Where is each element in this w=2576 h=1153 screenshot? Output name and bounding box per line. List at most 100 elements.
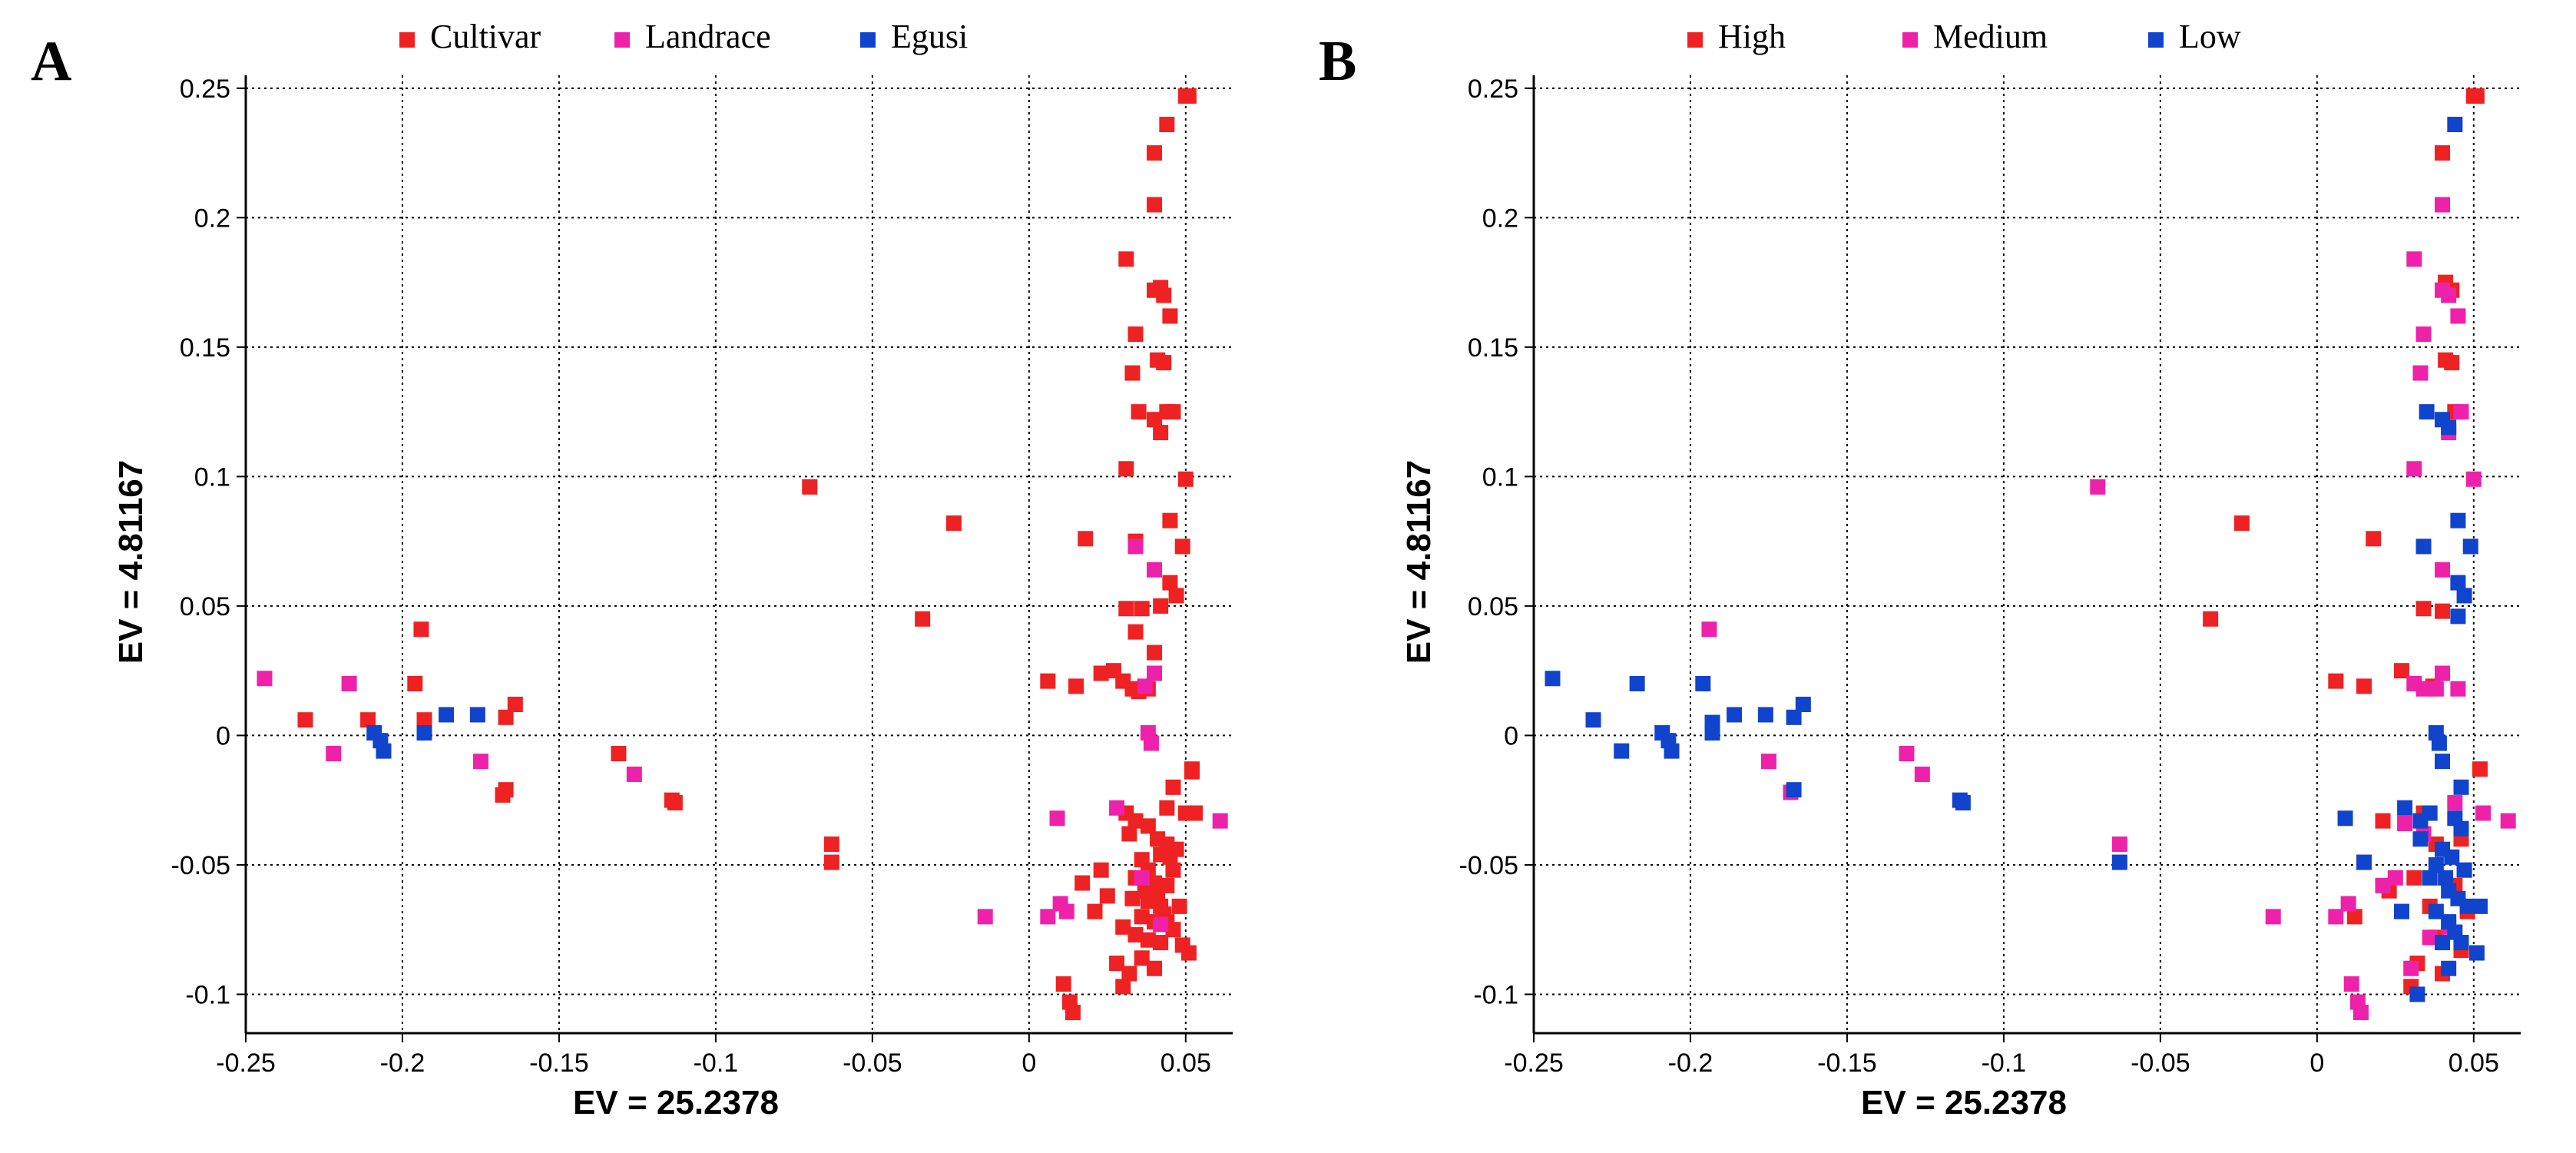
data-point <box>2393 663 2409 679</box>
data-point <box>1118 601 1134 617</box>
data-point <box>945 515 962 532</box>
x-axis-title: EV = 25.2378 <box>1861 1084 2067 1122</box>
x-tick-label: 0 <box>2309 1049 2324 1078</box>
data-point <box>2203 611 2219 627</box>
data-point <box>2356 854 2372 870</box>
data-point <box>2472 761 2488 777</box>
data-point <box>1093 862 1109 878</box>
data-point <box>2456 588 2472 604</box>
data-point <box>1585 712 1601 728</box>
y-tick-label: 0 <box>1504 721 1518 750</box>
data-point <box>1109 800 1125 816</box>
data-point <box>2340 896 2356 912</box>
data-point <box>2435 754 2451 770</box>
data-point <box>1118 251 1134 267</box>
data-point <box>667 795 683 811</box>
data-point <box>1124 890 1141 906</box>
data-point <box>2459 898 2475 914</box>
data-point <box>2419 404 2435 420</box>
data-point <box>2111 836 2127 852</box>
data-point <box>1074 875 1091 891</box>
data-point <box>2468 945 2485 961</box>
data-point <box>2111 854 2127 870</box>
data-point <box>2387 870 2403 886</box>
data-point <box>1955 795 1971 811</box>
x-tick-label: -0.2 <box>1668 1049 1713 1078</box>
data-point <box>2450 575 2466 591</box>
data-point <box>1040 673 1056 689</box>
data-point <box>2328 909 2344 925</box>
y-tick-label: 0.05 <box>1468 592 1518 621</box>
data-point <box>1695 676 1711 692</box>
y-tick-label: 0.1 <box>1482 462 1518 492</box>
data-point <box>2444 355 2460 371</box>
data-point <box>416 725 432 741</box>
data-point <box>1786 709 1802 725</box>
data-point <box>2353 1005 2369 1021</box>
data-point <box>2328 673 2344 689</box>
data-point <box>2462 538 2478 555</box>
data-point <box>1156 355 1172 371</box>
data-point <box>2393 903 2409 919</box>
y-tick-label: 0 <box>216 721 230 750</box>
data-point <box>1118 461 1134 477</box>
data-point <box>439 707 455 723</box>
data-point <box>1131 404 1147 420</box>
legend-swatch <box>860 32 876 48</box>
data-point <box>1127 624 1144 640</box>
data-point <box>2428 903 2444 919</box>
data-point <box>1212 813 1228 829</box>
data-point <box>2412 365 2429 381</box>
data-point <box>376 743 392 759</box>
data-point <box>2435 145 2451 161</box>
x-tick-label: 0.05 <box>2449 1049 2499 1078</box>
y-tick-label: 0.2 <box>194 204 230 233</box>
data-point <box>2090 479 2106 495</box>
data-point <box>1162 575 1178 591</box>
data-point <box>2456 862 2472 878</box>
x-tick-label: -0.15 <box>1817 1049 1877 1078</box>
data-point <box>360 712 376 728</box>
data-point <box>2468 88 2485 104</box>
legend-swatch <box>1902 32 1918 48</box>
scatter-chart-b: -0.25 -0.2 -0.15 -0.1 -0.05 0 0.05 0.25 0.2 0.15 0… <box>1400 18 2521 1122</box>
data-point <box>1147 197 1163 213</box>
data-point <box>326 746 342 762</box>
data-point <box>1187 805 1204 821</box>
data-point <box>1134 870 1150 886</box>
legend-label: Egusi <box>891 18 968 55</box>
data-point <box>1137 883 1153 899</box>
data-point <box>1052 896 1068 912</box>
data-point <box>1093 665 1109 681</box>
data-point <box>2406 461 2422 477</box>
data-point <box>2453 779 2469 795</box>
y-axis-title: EV = 4.81167 <box>112 460 150 664</box>
data-point <box>507 696 523 712</box>
data-point <box>1156 287 1172 303</box>
data-point <box>1068 678 1084 694</box>
data-point <box>1134 950 1150 966</box>
data-point <box>1121 966 1137 982</box>
data-point <box>823 854 839 870</box>
data-point <box>413 621 429 638</box>
data-point <box>1545 671 1561 687</box>
data-point <box>2346 909 2362 925</box>
data-point <box>1124 365 1141 381</box>
data-point <box>2431 735 2447 751</box>
data-point <box>1147 562 1163 578</box>
data-point <box>2435 197 2451 213</box>
y-tick-label: -0.1 <box>185 980 230 1009</box>
data-point <box>1760 754 1776 770</box>
data-point <box>1150 886 1166 902</box>
data-point <box>1159 117 1175 133</box>
y-tick-label: 0.15 <box>1468 333 1518 363</box>
data-point <box>2453 820 2469 837</box>
data-point <box>2265 909 2281 925</box>
data-point <box>1147 644 1163 661</box>
x-tick-label: 0 <box>1021 1049 1036 1078</box>
data-point <box>2406 251 2422 267</box>
data-point <box>1153 935 1169 951</box>
legend-label: Low <box>2179 18 2241 55</box>
data-point <box>1153 916 1169 933</box>
data-point <box>1159 800 1175 816</box>
